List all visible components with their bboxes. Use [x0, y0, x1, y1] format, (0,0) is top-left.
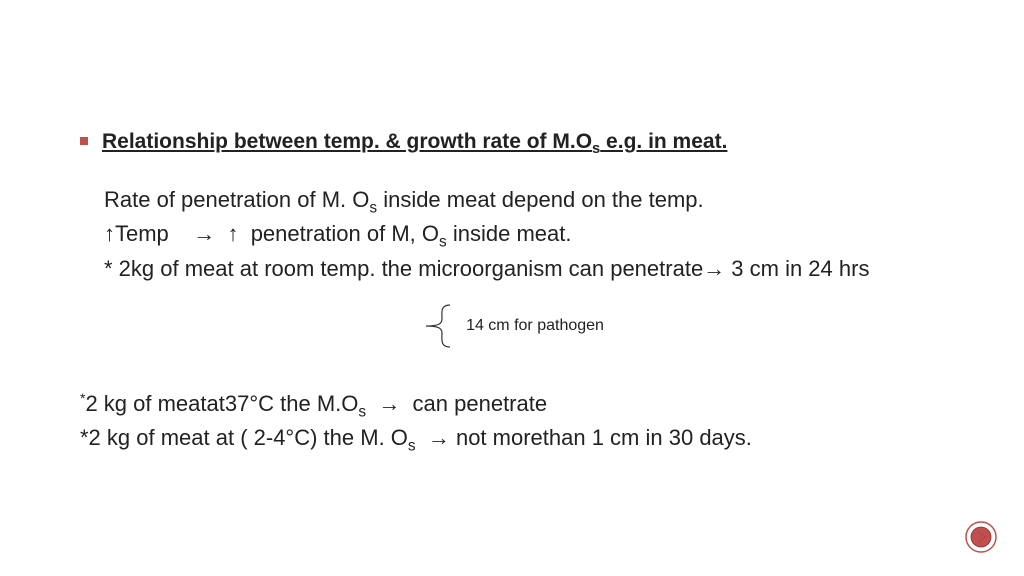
body2-line2: *2 kg of meat at ( 2-4°C) the M. Os → no… [80, 423, 944, 457]
b2l1-post: → can penetrate [366, 391, 547, 416]
body1-line3: * 2kg of meat at room temp. the microorg… [104, 254, 944, 284]
body2-line1: *2 kg of meatat37°C the M.Os → can penet… [80, 389, 944, 423]
b2l2-sub: s [408, 438, 416, 455]
brace-icon [420, 303, 456, 349]
title-row: Relationship between temp. & growth rate… [80, 130, 944, 157]
b1l1-pre: Rate of penetration of M. O [104, 187, 369, 212]
b1l1-sub: s [369, 200, 377, 217]
slide-badge-icon [964, 520, 998, 554]
body-block-1: Rate of penetration of M. Os inside meat… [104, 185, 944, 283]
b2l2-post: → not morethan 1 cm in 30 days. [416, 425, 752, 450]
b2l1-pre: 2 kg of meatat37°C the M.O [85, 391, 358, 416]
b1l1-post: inside meat depend on the temp. [377, 187, 704, 212]
slide-content: Relationship between temp. & growth rate… [0, 0, 1024, 458]
b1l2-sub: s [439, 234, 447, 251]
title-post: e.g. in meat. [600, 130, 727, 153]
b1l2-pre: ↑Temp → ↑ penetration of M, O [104, 221, 439, 246]
body1-line1: Rate of penetration of M. Os inside meat… [104, 185, 944, 219]
bracket-row: 14 cm for pathogen [80, 303, 944, 349]
body1-line2: ↑Temp → ↑ penetration of M, Os inside me… [104, 219, 944, 253]
pathogen-text: 14 cm for pathogen [466, 317, 604, 335]
b2l1-sub: s [358, 404, 366, 421]
bullet-icon [80, 137, 88, 145]
b1l2-post: inside meat. [447, 221, 572, 246]
title-pre: Relationship between temp. & growth rate… [102, 130, 592, 153]
title-sub: s [592, 141, 600, 157]
body-block-2: *2 kg of meatat37°C the M.Os → can penet… [80, 389, 944, 457]
b2l2-pre: *2 kg of meat at ( 2-4°C) the M. O [80, 425, 408, 450]
slide-title: Relationship between temp. & growth rate… [102, 130, 727, 157]
